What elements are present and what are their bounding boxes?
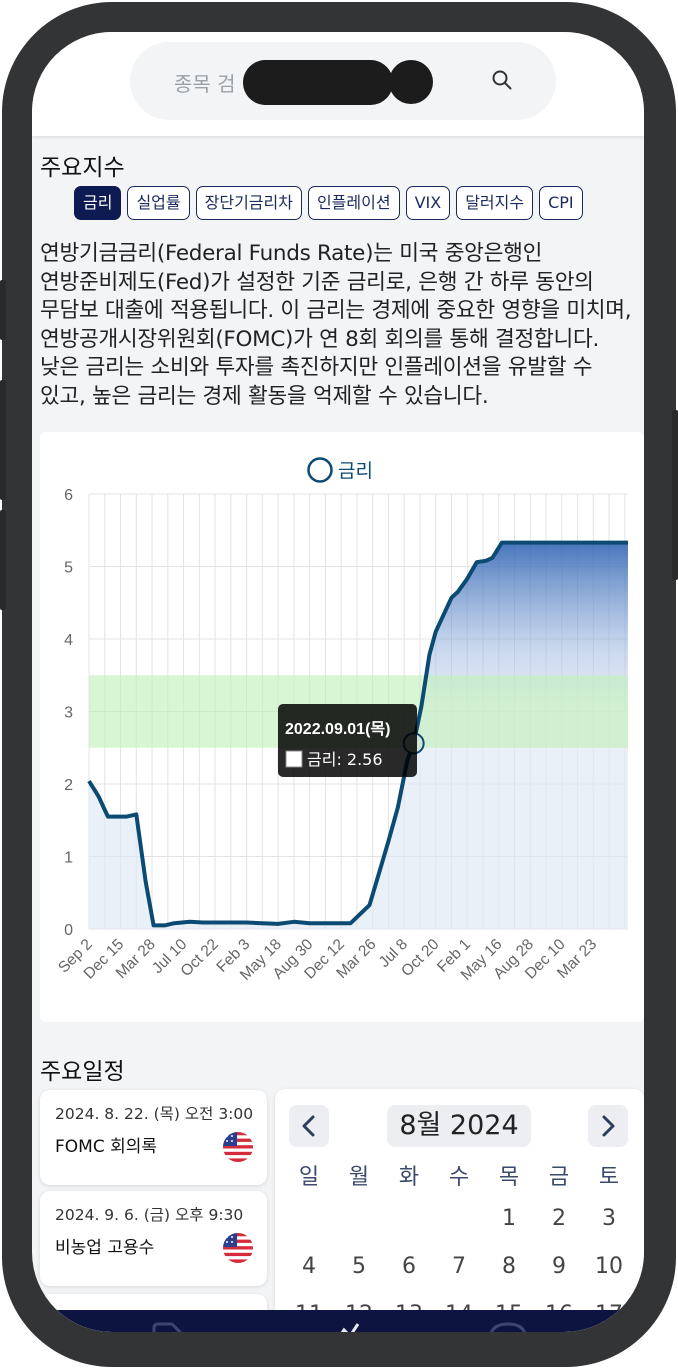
tooltip-swatch [285,750,303,768]
y-tick-label: 0 [64,922,73,939]
side-button [672,410,678,580]
us-flag-icon [223,1233,253,1263]
chevron-left-icon [302,1115,315,1137]
calendar-day[interactable]: 1 [502,1206,516,1231]
search-icon[interactable] [490,68,514,92]
y-tick-label: 4 [64,632,73,649]
indices-title: 주요지수 [40,155,125,181]
index-chips: 금리 실업률 장단기금리차 인플레이션 VIX 달러지수 CPI [74,186,583,220]
side-button [0,510,6,610]
side-button [0,380,6,500]
chart-legend[interactable]: 금리 [307,457,373,483]
us-flag-icon [223,1132,253,1162]
rate-chart[interactable]: 0 1 2 3 4 5 6 Sep 2 Dec 15 Mar 28 Jul 10 Oct 22 Feb… [40,432,644,1022]
chip-inflation[interactable]: 인플레이션 [307,186,400,220]
calendar-day[interactable]: 7 [452,1254,466,1279]
rate-area-fill [89,542,628,929]
chart-tooltip: 2022.09.01(목) 금리: 2.56 [278,704,417,777]
search-input[interactable]: 종목 검 [174,72,236,96]
event-date: 2024. 9. 6. (금) 오후 9:30 [55,1206,244,1224]
calendar-day[interactable]: 10 [595,1254,623,1279]
chip-rate[interactable]: 금리 [74,186,122,220]
y-tick-label: 6 [64,487,73,504]
weekday-label: 목 [498,1165,520,1190]
y-tick-label: 5 [64,560,73,577]
index-description: 연방기금금리(Federal Funds Rate)는 미국 중앙은행인 연방준… [40,241,632,409]
legend-label: 금리 [338,460,373,482]
chart-icon [340,1323,360,1332]
dynamic-island [243,60,393,105]
bottom-nav-icons [152,1322,527,1332]
tooltip-label: 금리: 2.56 [307,750,383,769]
y-tick-label: 1 [64,850,73,867]
legend-marker-icon [307,457,333,483]
tooltip-title: 2022.09.01(목) [285,720,390,738]
weekday-label: 토 [598,1165,620,1190]
app-screen: 종목 검 주요지수 금리 실업률 장단기금리차 인플레이션 VIX 달러지수 C… [32,32,644,1332]
y-tick-label: 2 [64,777,73,794]
chip-unemployment[interactable]: 실업률 [127,186,190,220]
prev-month-button[interactable] [289,1105,329,1147]
calendar-day[interactable]: 2 [552,1206,566,1231]
rate-line [87,540,628,928]
y-tick-label: 3 [64,705,73,722]
chevron-right-icon [602,1115,615,1137]
document-icon [152,1322,182,1332]
event-name: FOMC 회의록 [55,1137,158,1157]
next-month-button[interactable] [588,1105,628,1147]
weekday-label: 월 [348,1165,370,1190]
chip-dollar-index[interactable]: 달러지수 [456,186,534,220]
y-axis: 0 1 2 3 4 5 6 [64,487,73,939]
calendar-day[interactable]: 5 [352,1254,366,1279]
chip-vix[interactable]: VIX [405,186,451,220]
search-bar[interactable]: 종목 검 [130,42,556,120]
event-date: 2024. 8. 22. (목) 오전 3:00 [55,1105,254,1123]
camera [389,60,433,104]
chip-yield-spread[interactable]: 장단기금리차 [195,186,302,220]
bottom-nav [32,1310,644,1332]
event-card[interactable]: 2024. 9. 6. (금) 오후 9:30 비농업 고용수 [40,1191,267,1286]
weekday-label: 수 [448,1165,470,1190]
calendar-day[interactable]: 3 [602,1206,616,1231]
event-name: 비농업 고용수 [55,1238,155,1258]
calendar: 8월 2024 일월화수목금토1234567891011121314151617 [275,1089,644,1332]
calendar-day[interactable]: 4 [302,1254,316,1279]
weekday-label: 금 [548,1165,570,1190]
calendar-day[interactable]: 8 [502,1254,516,1279]
weekday-label: 화 [398,1165,420,1190]
calendar-day[interactable]: 6 [402,1254,416,1279]
calendar-month-title[interactable]: 8월 2024 [387,1105,531,1147]
weekday-label: 일 [298,1165,320,1190]
event-card[interactable]: 2024. 8. 22. (목) 오전 3:00 FOMC 회의록 [40,1090,267,1185]
calendar-day[interactable]: 9 [552,1254,566,1279]
schedule-title: 주요일정 [40,1059,125,1085]
chip-cpi[interactable]: CPI [539,186,583,220]
side-button [0,280,6,340]
profile-icon [489,1322,527,1332]
